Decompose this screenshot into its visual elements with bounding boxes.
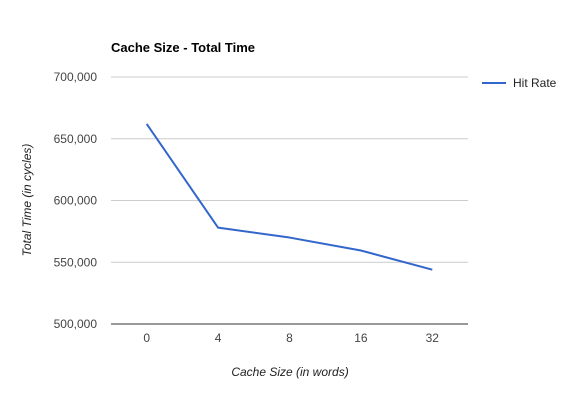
y-tick-label: 700,000 <box>54 70 98 84</box>
legend-label: Hit Rate <box>513 76 557 90</box>
legend: Hit Rate <box>482 76 557 90</box>
y-tick-label: 500,000 <box>54 317 98 331</box>
y-tick-label: 650,000 <box>54 132 98 146</box>
x-axis-label: Cache Size (in words) <box>231 365 348 379</box>
x-axis-ticks: 0 4 8 16 32 <box>143 331 439 345</box>
series-layer <box>145 123 433 271</box>
chart-title: Cache Size - Total Time <box>111 40 255 55</box>
y-axis-label: Total Time (in cycles) <box>20 144 34 257</box>
y-tick-label: 600,000 <box>54 194 98 208</box>
x-tick-label: 0 <box>143 331 150 345</box>
x-tick-label: 8 <box>286 331 293 345</box>
series-line-hit-rate <box>145 123 433 271</box>
y-tick-label: 550,000 <box>54 255 98 269</box>
gridlines <box>111 76 468 325</box>
x-tick-label: 32 <box>426 331 440 345</box>
x-tick-label: 16 <box>354 331 368 345</box>
x-tick-label: 4 <box>215 331 222 345</box>
y-axis-ticks: 500,000 550,000 600,000 650,000 700,000 <box>54 70 98 331</box>
